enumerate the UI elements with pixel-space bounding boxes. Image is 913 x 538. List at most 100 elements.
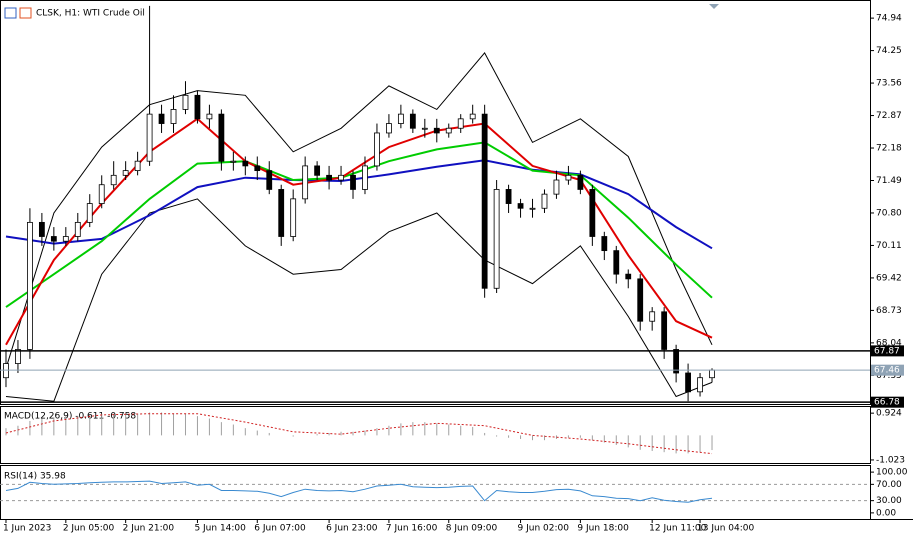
x-tick-label: 2 Jun 21:00 bbox=[123, 524, 175, 534]
y-tick-label: 73.56 bbox=[876, 79, 902, 89]
candle-body bbox=[493, 189, 500, 289]
candle-body bbox=[158, 113, 165, 124]
x-tick-label: 8 Jun 09:00 bbox=[446, 524, 498, 534]
x-tick-label: 9 Jun 02:00 bbox=[518, 524, 570, 534]
candle-body bbox=[290, 198, 297, 237]
y-tick-label: 74.94 bbox=[876, 14, 902, 24]
candle-body bbox=[194, 94, 201, 120]
candle-body bbox=[374, 132, 380, 167]
candle-body bbox=[433, 127, 440, 134]
candle-body bbox=[98, 184, 105, 204]
candle-body bbox=[625, 273, 632, 280]
candle-body bbox=[38, 221, 45, 237]
candle-body bbox=[529, 207, 536, 210]
price-level-label: 67.46 bbox=[874, 366, 900, 376]
rsi-title: RSI(14) 35.98 bbox=[4, 472, 66, 482]
y-tick-label: 74.25 bbox=[876, 46, 902, 56]
indicator-line bbox=[5, 52, 713, 369]
candle-body bbox=[278, 189, 285, 237]
y-tick-label: 68.73 bbox=[876, 306, 902, 316]
candle-body bbox=[649, 311, 656, 322]
candle-body bbox=[481, 113, 488, 289]
candle-body bbox=[697, 377, 703, 393]
x-tick-label: 6 Jun 07:00 bbox=[254, 524, 306, 534]
price-panel bbox=[0, 0, 871, 405]
candle-body bbox=[74, 221, 81, 237]
candle-body bbox=[362, 165, 368, 190]
toolbar-icons[interactable] bbox=[4, 7, 32, 19]
candle-body bbox=[457, 118, 464, 129]
candle-body bbox=[613, 250, 620, 275]
y-tick-label: 100.00 bbox=[876, 468, 908, 478]
y-tick-label: 70.00 bbox=[876, 480, 902, 490]
candle-body bbox=[27, 221, 33, 350]
y-tick-label: 71.49 bbox=[876, 176, 902, 186]
candle-body bbox=[601, 236, 608, 252]
candle-body bbox=[86, 203, 93, 223]
y-tick-label: 0.00 bbox=[876, 508, 896, 518]
y-tick-label: -1.023 bbox=[876, 455, 905, 465]
candle-body bbox=[242, 160, 249, 167]
y-tick-label: 72.87 bbox=[876, 111, 902, 121]
y-tick-label: 72.18 bbox=[876, 144, 902, 154]
x-tick-label: 5 Jun 14:00 bbox=[194, 524, 246, 534]
candle-body bbox=[685, 372, 691, 393]
y-tick-label: 69.42 bbox=[876, 273, 902, 283]
x-tick-label: 2 Jun 05:00 bbox=[63, 524, 115, 534]
x-tick-label: 1 Jun 2023 bbox=[3, 524, 51, 534]
candle-body bbox=[350, 174, 356, 190]
rsi-line bbox=[5, 480, 713, 503]
candle-body bbox=[314, 165, 321, 176]
x-tick-label: 12 Jun 11:00 bbox=[649, 524, 706, 534]
icon[interactable] bbox=[4, 7, 17, 19]
candle-body bbox=[421, 127, 428, 130]
candle-body bbox=[15, 349, 21, 364]
candle-body bbox=[409, 113, 416, 129]
candle-body bbox=[709, 369, 715, 379]
candle-body bbox=[62, 236, 69, 242]
candle-body bbox=[50, 236, 57, 242]
candle-body bbox=[673, 349, 680, 374]
candle-body bbox=[266, 170, 273, 190]
icon[interactable] bbox=[19, 7, 32, 19]
macd-panel bbox=[0, 406, 871, 464]
candle-body bbox=[134, 160, 141, 172]
price-level-tag bbox=[871, 364, 904, 376]
chart-title: CLSK, H1: WTI Crude Oil bbox=[36, 9, 145, 19]
candle-body bbox=[110, 174, 117, 186]
candle-body bbox=[397, 113, 404, 124]
macd-title: MACD(12,26,9) -0.611 -0.758 bbox=[4, 412, 136, 422]
candle-body bbox=[170, 109, 177, 124]
y-tick-label: 30.00 bbox=[876, 496, 902, 506]
candle-body bbox=[517, 203, 524, 209]
y-tick-label: 67.35 bbox=[876, 371, 902, 381]
candle-body bbox=[146, 113, 153, 162]
candle-body bbox=[469, 113, 476, 120]
candle-body bbox=[577, 174, 584, 190]
candle-body bbox=[589, 189, 596, 237]
y-tick-label: 70.11 bbox=[876, 241, 902, 251]
candle-body bbox=[182, 94, 189, 110]
candle-body bbox=[565, 174, 572, 181]
candle-body bbox=[302, 165, 309, 200]
x-tick-label: 9 Jun 18:00 bbox=[577, 524, 629, 534]
y-tick-label: 68.04 bbox=[876, 338, 902, 348]
candle-body bbox=[206, 113, 213, 120]
price-level-label: 67.87 bbox=[874, 346, 900, 356]
shift-marker bbox=[709, 4, 719, 9]
y-tick-label: 70.80 bbox=[876, 208, 902, 218]
candle-body bbox=[218, 113, 225, 162]
x-tick-label: 13 Jun 04:00 bbox=[697, 524, 754, 534]
candle-body bbox=[254, 165, 261, 172]
candle-body bbox=[637, 278, 644, 322]
signal-line bbox=[5, 413, 713, 455]
price-level-tag bbox=[871, 345, 904, 357]
candle-body bbox=[445, 127, 452, 134]
candle-body bbox=[541, 193, 548, 209]
x-tick-label: 6 Jun 23:00 bbox=[326, 524, 378, 534]
candle-body bbox=[122, 170, 129, 176]
price-level-label: 66.78 bbox=[874, 398, 900, 408]
candle-body bbox=[505, 189, 512, 204]
